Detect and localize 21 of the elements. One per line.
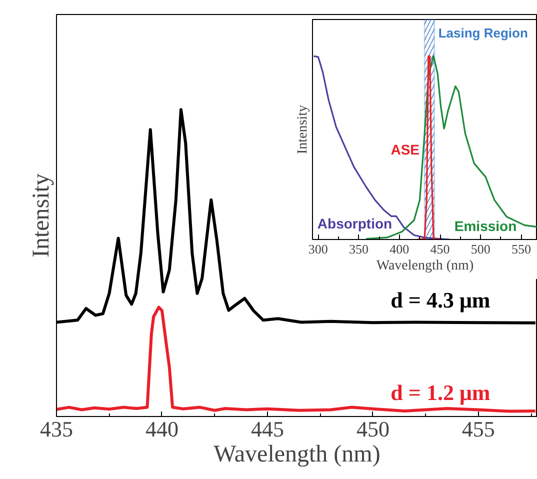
series-label: Emission	[454, 218, 517, 234]
series-label: d = 4.3 μm	[390, 287, 490, 312]
series-label: d = 1.2 μm	[390, 380, 490, 405]
x-tick-label: 455	[462, 416, 495, 442]
x-tick-label: 445	[250, 416, 284, 442]
x-tick-label: 440	[145, 416, 178, 442]
x-tick-label: 400	[390, 242, 410, 256]
x-tick-label: 435	[40, 416, 73, 442]
x-axis-title: Wavelength (nm)	[376, 258, 474, 274]
series-label: ASE	[390, 141, 420, 158]
x-tick-label: 300	[308, 242, 328, 256]
x-tick-label: 350	[349, 242, 369, 256]
y-axis-title: Intensity	[28, 173, 54, 258]
band-label: Lasing Region	[438, 26, 528, 40]
x-tick-label: 450	[430, 242, 450, 256]
x-axis-title: Wavelength (nm)	[214, 442, 380, 468]
x-tick-label: 550	[512, 242, 532, 256]
y-axis-title: Intensity	[296, 104, 310, 154]
series-label: Absorption	[317, 215, 392, 232]
x-tick-label: 450	[356, 416, 390, 442]
x-tick-label: 500	[470, 242, 490, 256]
